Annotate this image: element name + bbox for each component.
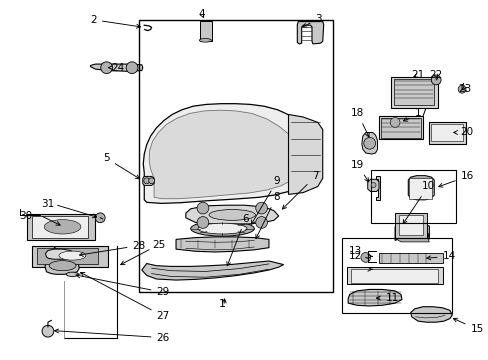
Text: 27: 27 — [81, 273, 169, 321]
Bar — [430, 124, 462, 141]
Bar — [370, 170, 455, 223]
Text: 19: 19 — [350, 160, 368, 182]
Polygon shape — [410, 307, 451, 322]
Polygon shape — [52, 248, 59, 256]
Circle shape — [255, 217, 267, 228]
Polygon shape — [394, 238, 428, 242]
Text: 22: 22 — [428, 70, 442, 80]
Ellipse shape — [198, 223, 246, 234]
Text: 23: 23 — [458, 84, 471, 94]
Circle shape — [360, 252, 370, 262]
Text: 11: 11 — [376, 293, 398, 303]
Bar — [381, 118, 420, 138]
Text: 4: 4 — [198, 9, 205, 19]
Bar — [378, 253, 442, 263]
Bar — [342, 238, 451, 313]
Polygon shape — [288, 114, 322, 194]
Circle shape — [126, 62, 138, 73]
Text: 13: 13 — [348, 246, 361, 256]
Text: 10: 10 — [402, 181, 434, 224]
Text: 17: 17 — [403, 108, 427, 121]
Polygon shape — [375, 176, 380, 200]
Circle shape — [389, 117, 399, 127]
Text: 14: 14 — [426, 251, 455, 261]
Circle shape — [363, 138, 375, 149]
Bar — [378, 116, 422, 139]
Polygon shape — [176, 237, 268, 252]
Text: 26: 26 — [55, 329, 169, 343]
Polygon shape — [143, 104, 321, 203]
Ellipse shape — [199, 39, 211, 42]
Ellipse shape — [209, 210, 255, 220]
Text: 15: 15 — [452, 318, 483, 334]
Text: 24: 24 — [108, 63, 124, 73]
Bar — [394, 213, 426, 238]
Circle shape — [197, 217, 208, 228]
Ellipse shape — [66, 272, 78, 276]
Text: 6: 6 — [226, 214, 248, 266]
Bar — [346, 267, 442, 284]
Text: 5: 5 — [103, 153, 139, 179]
Bar — [390, 77, 437, 108]
Circle shape — [101, 62, 112, 73]
Circle shape — [430, 75, 440, 85]
Ellipse shape — [190, 221, 254, 236]
Circle shape — [370, 183, 375, 188]
Text: 31: 31 — [41, 199, 55, 210]
Bar — [428, 122, 465, 144]
Text: 1: 1 — [219, 299, 225, 309]
Polygon shape — [90, 64, 142, 71]
Text: 12: 12 — [348, 251, 361, 261]
Text: 25: 25 — [152, 240, 165, 250]
Text: 30: 30 — [20, 211, 33, 221]
Text: 3: 3 — [302, 14, 322, 27]
Polygon shape — [185, 205, 278, 224]
Text: 18: 18 — [350, 108, 368, 137]
Polygon shape — [367, 179, 378, 192]
Bar — [37, 248, 98, 264]
Text: 29: 29 — [76, 274, 169, 297]
Circle shape — [457, 85, 465, 93]
Bar — [199, 21, 211, 41]
Text: 20: 20 — [453, 127, 473, 138]
Polygon shape — [347, 289, 401, 306]
Polygon shape — [407, 176, 433, 200]
Circle shape — [197, 202, 208, 214]
Text: 16: 16 — [438, 171, 473, 187]
Polygon shape — [149, 110, 302, 199]
Text: 2: 2 — [90, 15, 140, 28]
Polygon shape — [297, 22, 323, 44]
Text: 9: 9 — [251, 176, 280, 224]
Bar — [32, 216, 88, 238]
Bar — [393, 79, 433, 105]
Circle shape — [255, 202, 267, 214]
Bar — [139, 20, 332, 292]
Text: 28: 28 — [80, 240, 145, 256]
Polygon shape — [45, 257, 79, 274]
Polygon shape — [361, 132, 377, 154]
Bar — [350, 269, 437, 283]
Bar — [27, 214, 95, 240]
Circle shape — [42, 325, 54, 337]
Text: 8: 8 — [255, 192, 279, 239]
Text: 21: 21 — [411, 70, 424, 80]
Circle shape — [148, 178, 154, 184]
Circle shape — [95, 213, 105, 223]
Circle shape — [143, 178, 149, 184]
Bar — [398, 215, 422, 235]
Ellipse shape — [59, 251, 86, 260]
Text: 7: 7 — [282, 171, 318, 209]
Bar — [32, 246, 107, 267]
Ellipse shape — [49, 261, 76, 271]
Polygon shape — [142, 176, 154, 185]
Polygon shape — [45, 249, 74, 259]
Polygon shape — [394, 223, 428, 240]
Bar — [408, 178, 431, 199]
Ellipse shape — [44, 220, 81, 234]
Polygon shape — [142, 261, 283, 280]
